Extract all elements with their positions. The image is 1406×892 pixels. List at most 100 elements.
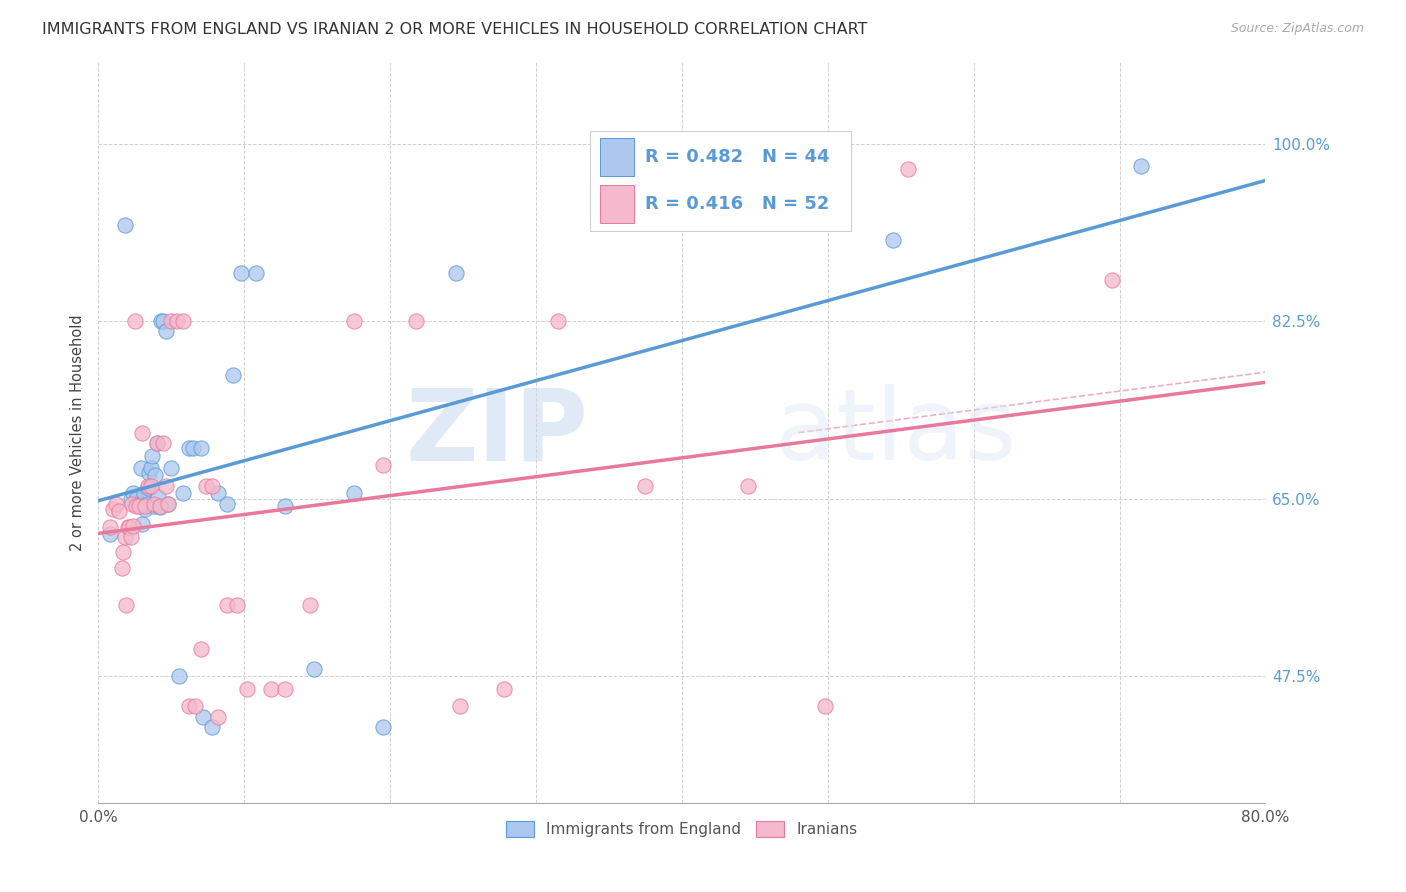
Point — [190, 441, 212, 455]
Point — [139, 461, 162, 475]
Point — [160, 461, 183, 475]
Bar — [600, 138, 634, 176]
Text: IMMIGRANTS FROM ENGLAND VS IRANIAN 2 OR MORE VEHICLES IN HOUSEHOLD CORRELATION C: IMMIGRANTS FROM ENGLAND VS IRANIAN 2 OR … — [42, 22, 868, 37]
Point — [1101, 273, 1123, 287]
Point — [120, 530, 142, 544]
Point — [150, 314, 173, 328]
Point — [371, 720, 394, 734]
Point — [245, 266, 267, 280]
Point — [177, 441, 200, 455]
Point — [125, 499, 148, 513]
Point — [737, 479, 759, 493]
Point — [149, 500, 172, 514]
Point — [492, 682, 515, 697]
Point — [274, 499, 297, 513]
Point — [259, 682, 281, 697]
Point — [104, 497, 127, 511]
Point — [405, 314, 427, 328]
Point — [98, 520, 121, 534]
Point — [166, 314, 188, 328]
Point — [449, 699, 471, 714]
Point — [128, 499, 150, 513]
Point — [128, 497, 150, 511]
Point — [201, 720, 224, 734]
Point — [343, 486, 366, 500]
Point — [132, 486, 155, 500]
Point — [231, 266, 253, 280]
Text: R = 0.416   N = 52: R = 0.416 N = 52 — [645, 194, 830, 213]
Point — [882, 233, 904, 247]
Text: R = 0.482   N = 44: R = 0.482 N = 44 — [645, 148, 830, 166]
Point — [207, 486, 229, 500]
Point — [172, 314, 194, 328]
Point — [139, 479, 162, 493]
Point — [114, 218, 136, 232]
Point — [1130, 159, 1153, 173]
Point — [274, 682, 297, 697]
Point — [897, 161, 920, 176]
Point — [136, 482, 159, 496]
Point — [141, 449, 163, 463]
Point — [134, 501, 156, 516]
Point — [142, 499, 165, 513]
Point — [343, 314, 366, 328]
Point — [122, 486, 145, 500]
Point — [111, 560, 134, 574]
Point — [155, 479, 177, 493]
Point — [183, 699, 205, 714]
Point — [143, 468, 166, 483]
Point — [138, 466, 160, 480]
Point — [152, 435, 174, 450]
Point — [172, 486, 194, 500]
Point — [98, 527, 121, 541]
Point — [129, 461, 152, 475]
Point — [118, 520, 141, 534]
Point — [167, 669, 190, 683]
Point — [190, 641, 212, 656]
Point — [136, 479, 159, 493]
Point — [215, 598, 238, 612]
Point — [121, 497, 143, 511]
Point — [236, 682, 259, 697]
Point — [146, 435, 169, 450]
Point — [157, 497, 180, 511]
Bar — [600, 185, 634, 223]
Point — [101, 501, 124, 516]
Point — [201, 479, 224, 493]
Point — [108, 504, 131, 518]
Point — [120, 491, 142, 506]
Point — [547, 314, 569, 328]
Point — [117, 520, 139, 534]
Text: atlas: atlas — [775, 384, 1017, 481]
Point — [221, 368, 243, 382]
Point — [298, 598, 321, 612]
Text: Source: ZipAtlas.com: Source: ZipAtlas.com — [1230, 22, 1364, 36]
Point — [304, 662, 326, 676]
Point — [215, 497, 238, 511]
Point — [814, 699, 837, 714]
Point — [115, 598, 138, 612]
Point — [207, 709, 229, 723]
Point — [135, 497, 157, 511]
Point — [226, 598, 249, 612]
Point — [157, 497, 180, 511]
Point — [124, 314, 146, 328]
Point — [122, 519, 145, 533]
Point — [152, 314, 174, 328]
Point — [155, 324, 177, 338]
Point — [112, 545, 135, 559]
Text: ZIP: ZIP — [406, 384, 589, 481]
Point — [131, 516, 153, 531]
Point — [195, 479, 218, 493]
Point — [134, 499, 156, 513]
Y-axis label: 2 or more Vehicles in Household: 2 or more Vehicles in Household — [69, 314, 84, 551]
Point — [114, 530, 136, 544]
Point — [177, 699, 200, 714]
Point — [160, 314, 183, 328]
Point — [444, 266, 467, 280]
Point — [634, 479, 657, 493]
Point — [146, 435, 169, 450]
Point — [193, 709, 215, 723]
Point — [371, 458, 394, 472]
Point — [142, 497, 165, 511]
